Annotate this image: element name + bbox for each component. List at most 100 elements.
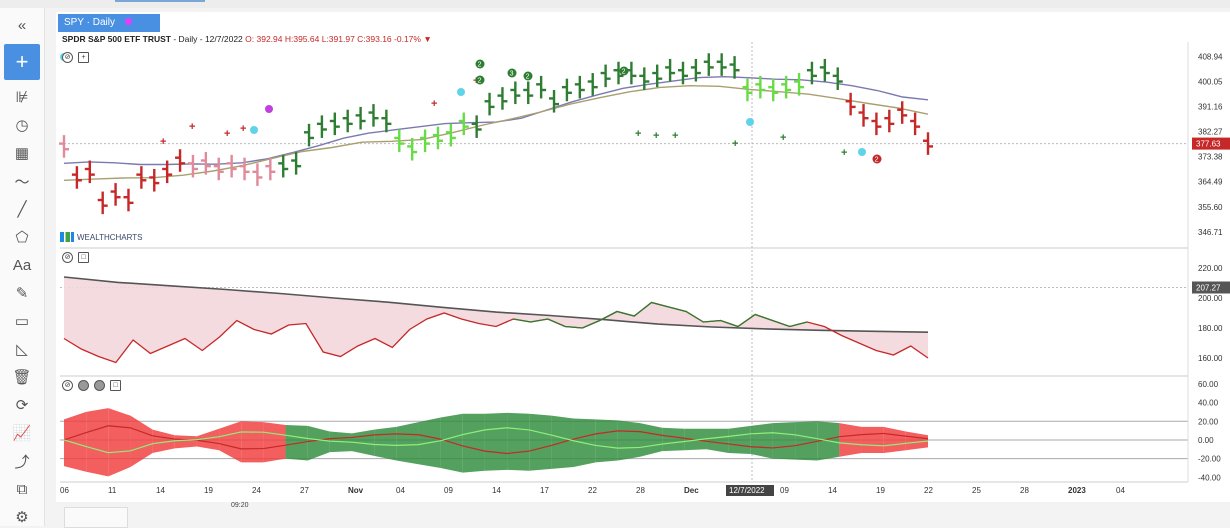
maximize-indicator1-icon[interactable]: □ — [78, 252, 89, 263]
chart-area[interactable]: 408.94 400.05 391.16 382.27 373.38 364.49 355.… — [56, 12, 1230, 502]
crosshair-date-label: 12/7/2022 — [729, 486, 765, 495]
hide-indicator1-icon[interactable]: ⊘ — [62, 252, 73, 263]
hide-indicator2-icon[interactable]: ⊘ — [62, 380, 73, 391]
ribbon-segment — [241, 421, 264, 463]
ribbon-segment — [772, 422, 796, 460]
active-tab-indicator — [115, 0, 205, 2]
annotation-circle — [619, 66, 629, 76]
ribbon-segment — [750, 423, 773, 459]
chart-canvas[interactable]: 408.94 400.05 391.16 382.27 373.38 364.49 355.… — [56, 12, 1230, 502]
ribbon-segment — [507, 412, 530, 471]
y-tick-label: 180.00 — [1198, 324, 1223, 333]
add-button[interactable]: + — [4, 44, 40, 80]
maximize-indicator2-icon[interactable]: □ — [110, 380, 121, 391]
instrument-name: SPDR S&P 500 ETF TRUST — [62, 34, 171, 44]
ohlc-values: O: 392.94 H:395.64 L:391.97 C:393.16 -0.… — [245, 34, 421, 44]
cross-marker: + — [732, 138, 738, 150]
ribbon-segment — [883, 426, 906, 454]
cross-marker: + — [635, 128, 641, 140]
cross-marker: + — [431, 98, 437, 110]
cross-marker: + — [653, 130, 659, 142]
cross-marker: + — [160, 136, 166, 148]
status-dot — [124, 18, 132, 25]
annotation-circle — [872, 154, 882, 164]
ruler-icon[interactable]: ▭ — [14, 313, 30, 330]
calendar-icon[interactable]: ▦ — [14, 145, 30, 162]
annotation-label: 2 — [478, 62, 482, 69]
y-tick-label: 382.27 — [1198, 128, 1223, 137]
ribbon-segment — [86, 408, 109, 477]
annotation-label: 3 — [510, 71, 514, 78]
cross-marker: + — [841, 147, 847, 159]
clock-readout: 09:20 — [231, 502, 249, 509]
indicator1-fast-line-up — [513, 301, 808, 329]
move-up-indicator2-icon[interactable] — [94, 380, 105, 391]
x-tick-label: 27 — [300, 486, 309, 495]
collapse-icon[interactable]: « — [17, 16, 27, 34]
ribbon-segment — [374, 426, 397, 461]
hide-pane-icon[interactable]: ⊘ — [62, 52, 73, 63]
x-tick-label: 22 — [924, 486, 933, 495]
annotation-circle — [475, 59, 485, 69]
line-tool-icon[interactable]: ╱ — [17, 201, 27, 218]
y-tick-label: 408.94 — [1198, 52, 1223, 61]
y-tick-label: 20.00 — [1198, 417, 1219, 426]
x-tick-label: 11 — [108, 486, 117, 495]
ribbon-segment — [484, 412, 508, 471]
clock-icon[interactable]: ◷ — [15, 117, 29, 134]
x-tick-label: 19 — [876, 486, 885, 495]
y-tick-label: 400.05 — [1198, 77, 1223, 86]
shapes-icon[interactable]: ⬠ — [15, 229, 29, 246]
trend-icon[interactable]: 〜 — [14, 173, 30, 191]
bottom-bar: 09:20 — [56, 502, 1230, 528]
ribbon-line-green — [63, 427, 929, 454]
logo-text: WEALTHCHARTS — [77, 232, 143, 242]
timeframe-selector[interactable] — [64, 507, 128, 528]
ribbon-segment — [728, 425, 751, 454]
path-icon[interactable]: ⤴ — [14, 453, 30, 471]
y-tick-label: -20.00 — [1198, 455, 1221, 464]
y-tick-label: 160.00 — [1198, 354, 1223, 363]
indicators-icon[interactable]: ⊯ — [15, 89, 29, 106]
angle-icon[interactable]: ◺ — [16, 341, 28, 358]
refresh-icon[interactable]: ⟳ — [15, 397, 29, 414]
x-tick-label: Nov — [348, 486, 364, 495]
signal-dot — [457, 88, 465, 96]
collapse-indicator2-icon[interactable] — [78, 380, 89, 391]
x-tick-label: 22 — [588, 486, 597, 495]
ribbon-segment — [263, 422, 286, 463]
signal-dot — [250, 126, 258, 134]
ribbon-segment — [130, 415, 153, 468]
x-tick-label: 19 — [204, 486, 213, 495]
symbol-tab[interactable]: SPY · Daily — [58, 14, 160, 32]
copy-icon[interactable]: ⧉ — [16, 480, 28, 498]
y-tick-label: -40.00 — [1198, 473, 1221, 482]
logo-mark — [60, 232, 74, 242]
x-tick-label: 14 — [828, 486, 837, 495]
y-tick-label: 364.49 — [1198, 178, 1223, 187]
text-tool-icon[interactable]: Aa — [12, 256, 32, 274]
ribbon-segment — [595, 419, 618, 463]
y-tick-label: 40.00 — [1198, 399, 1219, 408]
x-tick-label: 25 — [972, 486, 981, 495]
x-tick-label: 14 — [492, 486, 501, 495]
ribbon-segment — [64, 411, 87, 472]
annotation-circle — [475, 75, 485, 85]
pencil-icon[interactable]: ✎ — [15, 285, 29, 302]
annotation-label: 2 — [526, 74, 530, 81]
ohlc-info-line: SPDR S&P 500 ETF TRUST - Daily - 12/7/20… — [62, 34, 432, 44]
x-tick-label: 24 — [252, 486, 261, 495]
settings-icon[interactable]: ⚙ — [15, 509, 29, 526]
annotation-label: 2 — [622, 69, 626, 76]
annotation-circle — [507, 68, 517, 78]
trash-icon[interactable]: 🗑 — [12, 369, 32, 386]
ribbon-segment — [861, 426, 884, 454]
top-bar — [0, 0, 1230, 8]
annotation-label: 2 — [478, 78, 482, 85]
wealthcharts-logo: WEALTHCHARTS — [60, 232, 143, 242]
ribbon-segment — [795, 421, 818, 461]
x-tick-label: Dec — [684, 486, 699, 495]
expand-pane-icon[interactable]: + — [78, 52, 89, 63]
chart-icon[interactable]: 📈 — [12, 425, 32, 442]
ribbon-segment — [529, 413, 552, 471]
